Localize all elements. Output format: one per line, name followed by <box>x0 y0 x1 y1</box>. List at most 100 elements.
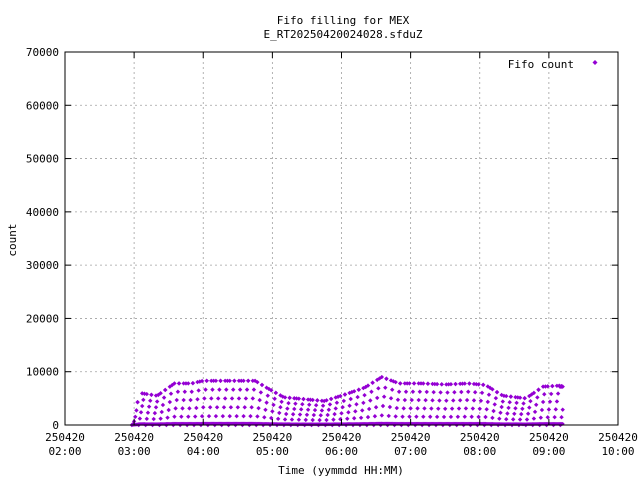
data-point <box>209 378 214 383</box>
y-tick-label: 50000 <box>26 153 59 166</box>
data-point <box>375 377 380 383</box>
data-point <box>148 398 153 403</box>
data-point <box>510 417 516 422</box>
data-point <box>183 381 189 386</box>
data-point <box>428 414 433 419</box>
data-point <box>243 396 249 401</box>
x-tick-label-date: 250420 <box>460 431 500 444</box>
x-tick-label-time: 09:00 <box>532 445 565 458</box>
data-point <box>188 397 193 403</box>
data-point <box>484 407 489 412</box>
data-point <box>225 378 230 383</box>
data-point <box>199 378 205 384</box>
data-point <box>538 415 544 420</box>
data-point <box>310 417 315 423</box>
data-point <box>430 398 435 403</box>
data-point <box>181 397 186 403</box>
data-point <box>144 391 149 397</box>
data-point <box>207 405 213 410</box>
data-point <box>138 410 144 415</box>
data-point <box>248 413 253 419</box>
data-point <box>213 378 219 383</box>
data-point <box>437 398 442 403</box>
data-point <box>542 392 547 397</box>
data-point <box>431 389 436 395</box>
data-point <box>366 406 372 412</box>
data-point <box>320 403 326 408</box>
data-point <box>319 408 325 413</box>
data-point <box>401 406 406 411</box>
x-tick-label-time: 10:00 <box>601 445 634 458</box>
data-point <box>262 415 267 420</box>
data-point <box>255 414 260 419</box>
data-point <box>317 417 322 423</box>
data-point <box>466 389 471 394</box>
data-point <box>398 381 403 386</box>
data-point <box>149 392 154 398</box>
data-point <box>290 412 296 417</box>
data-point <box>222 396 228 401</box>
data-point <box>325 412 330 418</box>
data-point <box>353 409 358 414</box>
data-point <box>346 410 351 415</box>
data-point <box>409 397 414 403</box>
data-point <box>384 376 389 381</box>
data-point <box>297 412 303 417</box>
data-point <box>438 390 443 395</box>
data-point <box>190 380 196 386</box>
data-point <box>550 383 555 389</box>
y-tick-label: 10000 <box>26 366 59 379</box>
data-point <box>452 390 457 395</box>
data-point <box>362 392 367 398</box>
data-point <box>408 406 413 411</box>
data-point <box>258 390 264 395</box>
data-point <box>478 398 484 403</box>
data-point <box>209 396 214 401</box>
data-point <box>540 384 546 389</box>
data-point <box>545 384 550 389</box>
data-point <box>389 387 395 392</box>
data-point <box>455 414 461 419</box>
data-point <box>194 405 199 411</box>
data-point <box>500 399 505 404</box>
data-point <box>159 409 164 415</box>
data-point <box>545 415 550 420</box>
data-point <box>403 389 409 394</box>
data-point <box>235 405 241 410</box>
data-point <box>174 397 179 403</box>
data-point <box>421 414 426 419</box>
data-point <box>180 406 185 411</box>
data-point <box>361 400 366 406</box>
data-point <box>457 398 463 403</box>
data-point <box>383 385 388 390</box>
data-point <box>520 406 525 411</box>
data-point <box>504 417 509 422</box>
data-point <box>236 396 242 401</box>
data-point <box>163 387 168 393</box>
data-point <box>456 406 462 411</box>
data-point <box>245 378 251 383</box>
chart-subtitle: E_RT20250420024028.sfduZ <box>264 28 423 41</box>
data-point <box>296 417 302 422</box>
data-point <box>479 390 485 395</box>
data-point <box>394 405 399 411</box>
data-point <box>270 409 275 414</box>
data-point <box>477 406 482 412</box>
data-point <box>469 414 474 419</box>
data-point <box>436 406 441 411</box>
data-point <box>411 381 417 386</box>
data-point <box>540 399 546 405</box>
data-point <box>139 391 145 396</box>
data-point <box>206 413 212 419</box>
data-point <box>380 403 386 409</box>
data-point <box>485 399 491 405</box>
data-point <box>275 416 281 422</box>
data-point <box>365 414 371 420</box>
data-point <box>463 406 469 411</box>
data-point <box>305 397 311 402</box>
data-point <box>151 416 156 422</box>
data-point <box>327 402 333 407</box>
data-point <box>376 386 381 391</box>
data-point <box>379 413 385 418</box>
